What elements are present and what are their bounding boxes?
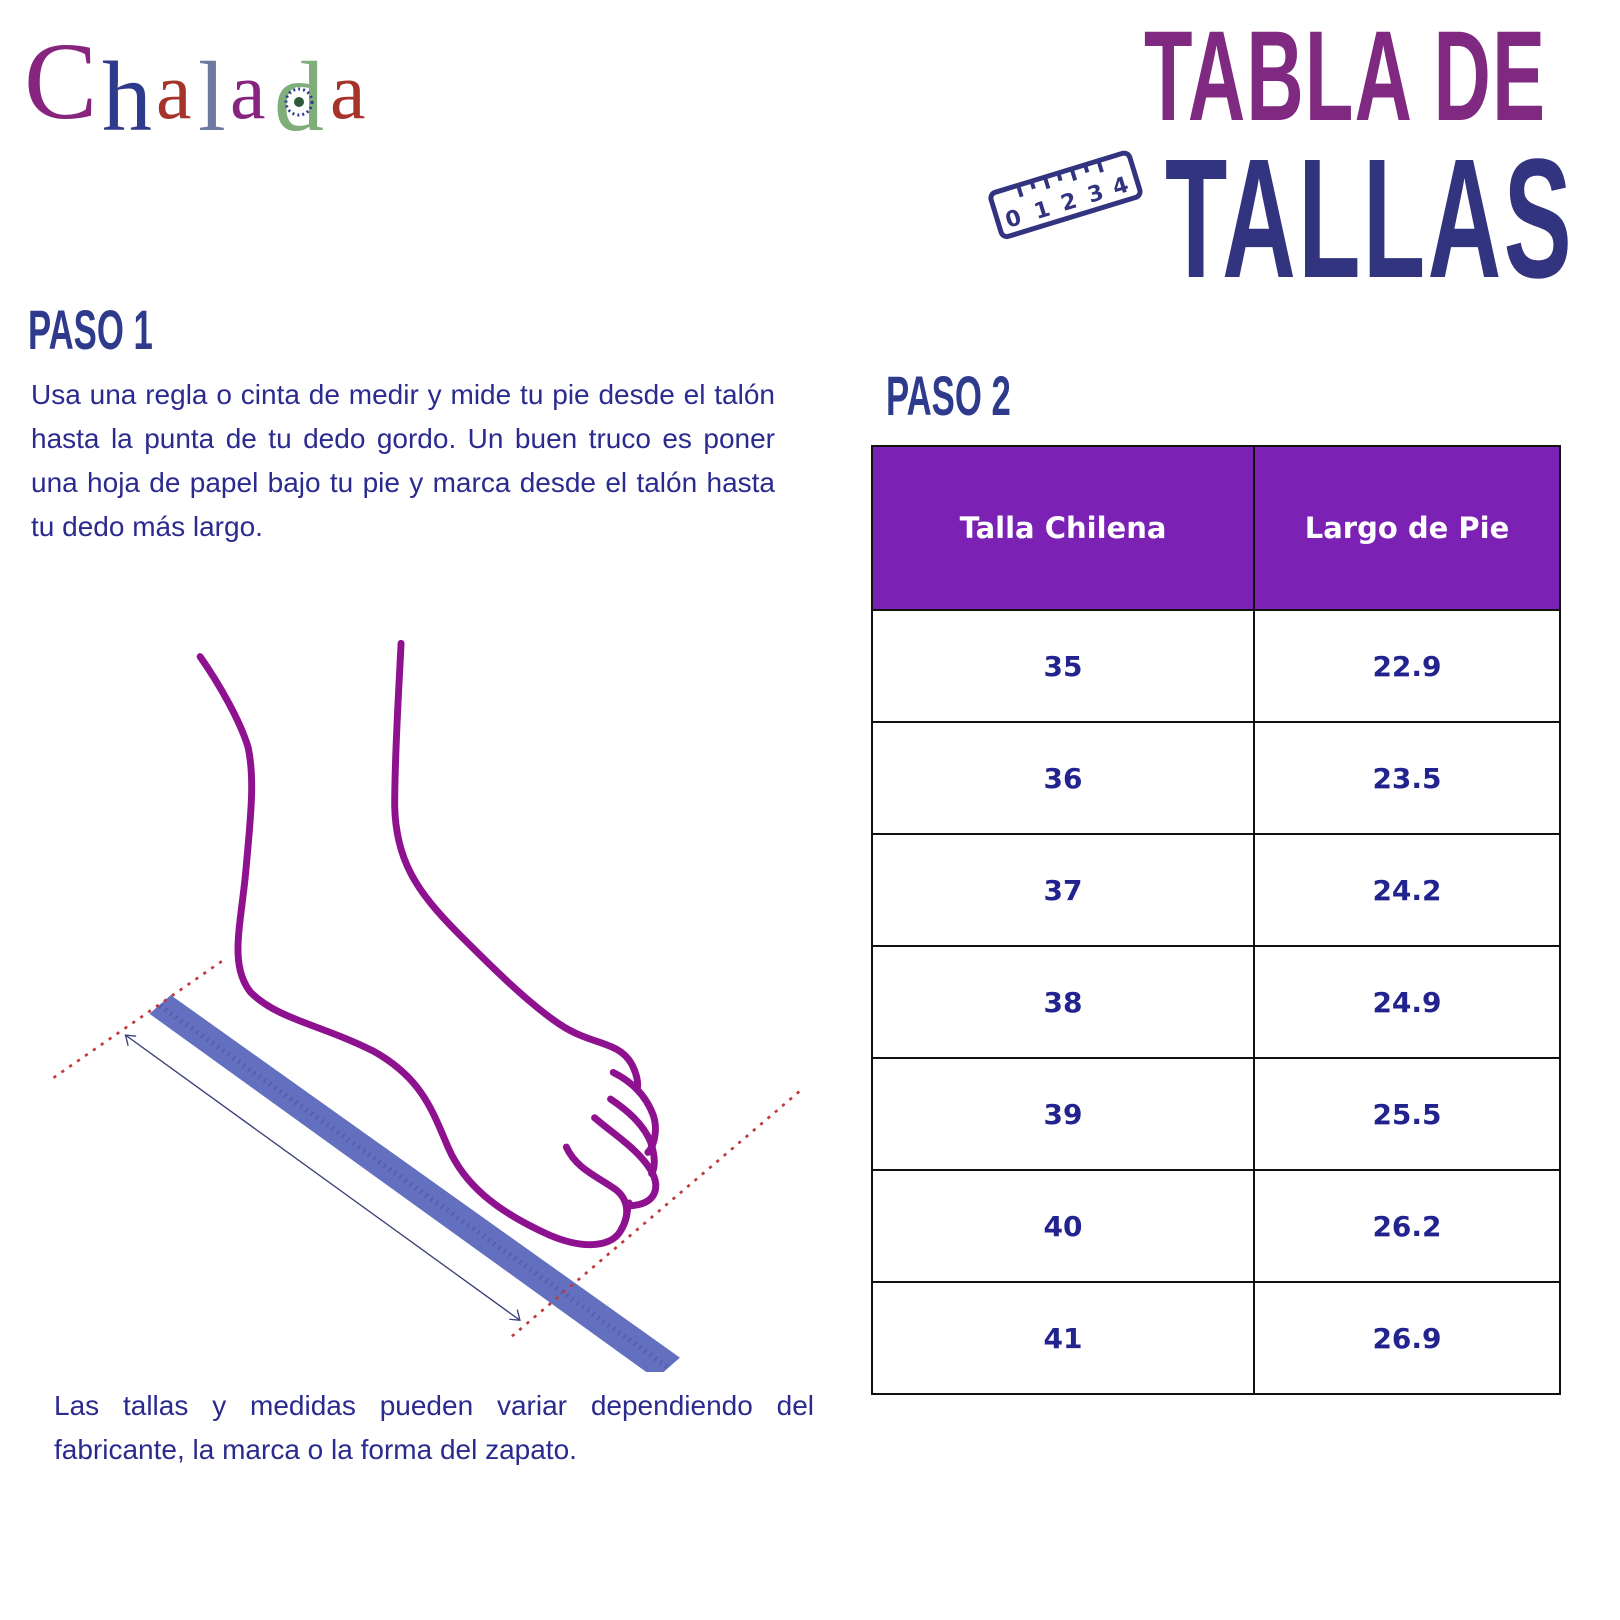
- table-row: 36 23.5: [871, 721, 1561, 835]
- length-cell: 23.5: [1253, 721, 1561, 835]
- length-cell: 26.9: [1253, 1281, 1561, 1395]
- size-cell: 38: [871, 945, 1255, 1059]
- table-row: 35 22.9: [871, 609, 1561, 723]
- size-variation-note: Las tallas y medidas pueden variar depen…: [54, 1390, 814, 1465]
- svg-text:C: C: [24, 30, 97, 142]
- size-cell: 41: [871, 1281, 1255, 1395]
- size-cell: 36: [871, 721, 1255, 835]
- step1-instructions: Usa una regla o cinta de medir y mide tu…: [31, 379, 775, 542]
- length-cell: 24.9: [1253, 945, 1561, 1059]
- table-row: 38 24.9: [871, 945, 1561, 1059]
- title-line-2: TALLAS: [1165, 124, 1575, 314]
- svg-text:a: a: [330, 48, 366, 136]
- length-cell: 26.2: [1253, 1169, 1561, 1283]
- table-row: 40 26.2: [871, 1169, 1561, 1283]
- header-talla-chilena: Talla Chilena: [871, 445, 1255, 611]
- length-arrow: [124, 1034, 521, 1322]
- svg-text:h: h: [102, 41, 152, 150]
- ruler: [149, 995, 680, 1379]
- guide-line-heel: [52, 956, 228, 1079]
- size-cell: 35: [871, 609, 1255, 723]
- svg-text:4: 4: [1110, 173, 1132, 201]
- foot-measuring-illustration: [0, 582, 832, 1379]
- svg-text:a: a: [156, 48, 192, 136]
- step2-heading: PASO 2: [886, 364, 1011, 427]
- table-row: 41 26.9: [871, 1281, 1561, 1395]
- svg-text:1: 1: [1031, 197, 1053, 225]
- svg-text:0: 0: [1003, 205, 1025, 233]
- table-row: 37 24.2: [871, 833, 1561, 947]
- size-cell: 39: [871, 1057, 1255, 1171]
- table-header-row: Talla Chilena Largo de Pie: [871, 445, 1561, 611]
- table-row: 39 25.5: [871, 1057, 1561, 1171]
- length-cell: 25.5: [1253, 1057, 1561, 1171]
- length-cell: 22.9: [1253, 609, 1561, 723]
- length-cell: 24.2: [1253, 833, 1561, 947]
- size-cell: 40: [871, 1169, 1255, 1283]
- foot-outline: [196, 639, 660, 1249]
- chalada-logo: C h a l a d a: [24, 20, 424, 155]
- size-table: Talla Chilena Largo de Pie 35 22.9 36 23.5…: [871, 445, 1561, 1395]
- svg-text:3: 3: [1085, 180, 1107, 208]
- svg-text:d: d: [274, 41, 324, 150]
- step1-heading: PASO 1: [28, 298, 153, 361]
- svg-text:l: l: [198, 41, 226, 150]
- svg-text:a: a: [230, 48, 266, 136]
- title-line-1: TABLA DE: [1144, 5, 1547, 148]
- svg-text:2: 2: [1058, 188, 1080, 216]
- header-largo-de-pie: Largo de Pie: [1253, 445, 1561, 611]
- size-cell: 37: [871, 833, 1255, 947]
